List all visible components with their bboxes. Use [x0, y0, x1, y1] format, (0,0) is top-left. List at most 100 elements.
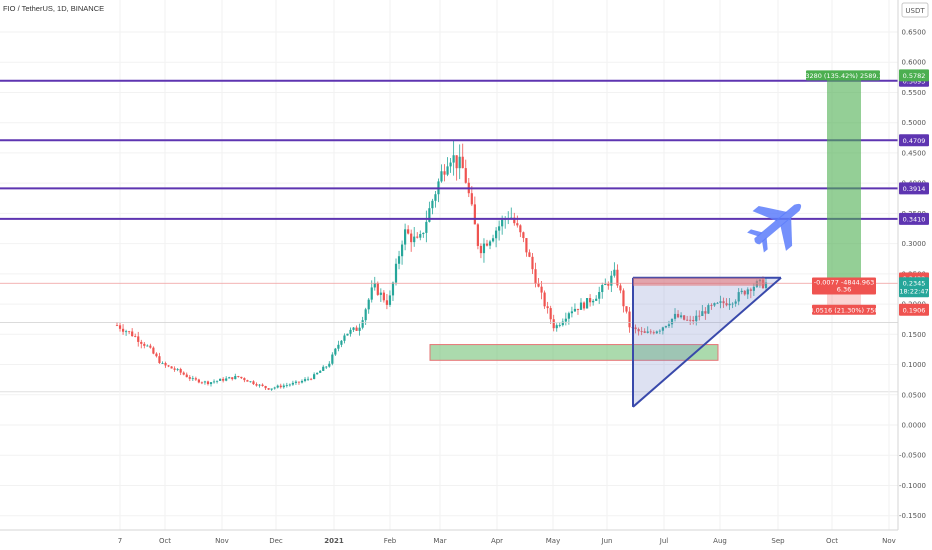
- candle-body: [161, 362, 164, 364]
- candle-body: [349, 329, 352, 334]
- candle-body: [385, 300, 389, 305]
- candle-body: [325, 366, 328, 368]
- candle-body: [446, 166, 449, 175]
- candle-body: [179, 369, 182, 373]
- candle-body: [737, 292, 740, 302]
- candle-body: [176, 369, 179, 370]
- candle-body: [149, 345, 152, 348]
- candle-body: [601, 285, 604, 293]
- support-zone[interactable]: [429, 344, 719, 361]
- triangle-hypotenuse[interactable]: [632, 277, 782, 408]
- candle-body: [570, 311, 574, 314]
- candle-body: [664, 326, 668, 328]
- candle-body: [309, 378, 313, 380]
- candle-body: [652, 332, 655, 334]
- candle-body: [158, 356, 161, 364]
- airplane-tail-bottom: [762, 237, 768, 253]
- candle-body: [449, 162, 452, 167]
- level-price-label: 0.3914: [903, 185, 926, 193]
- candle-body: [152, 347, 155, 354]
- candle-body: [455, 155, 458, 169]
- candle-body: [167, 365, 170, 367]
- candle-body: [494, 230, 498, 239]
- x-tick-label: 7: [118, 537, 122, 545]
- candle-body: [300, 380, 304, 383]
- candle-body: [619, 285, 622, 291]
- candle-body: [155, 353, 158, 357]
- airplane-fuselage: [754, 203, 802, 245]
- level-price-label: 0.4709: [903, 137, 926, 145]
- currency-label: USDT: [905, 7, 925, 15]
- candle-body: [258, 384, 261, 386]
- axis-price-label: 0.1906: [903, 306, 926, 314]
- candle-body: [476, 224, 479, 246]
- candle-body: [525, 238, 528, 253]
- candle-body: [231, 377, 234, 380]
- candle-body: [592, 300, 595, 303]
- candle-body: [746, 289, 749, 295]
- candle-body: [288, 384, 291, 386]
- candle-body: [428, 208, 431, 222]
- candle-body: [643, 331, 646, 333]
- candle-body: [334, 348, 337, 355]
- candle-body: [701, 311, 704, 317]
- y-tick-label: -0.1500: [899, 512, 926, 520]
- candle-body: [498, 226, 501, 231]
- candle-body: [595, 298, 598, 301]
- candle-body: [689, 319, 692, 321]
- candle-body: [134, 336, 137, 337]
- candle-body: [228, 377, 231, 379]
- candle-body: [379, 292, 382, 295]
- candle-body: [419, 234, 422, 238]
- candle-body: [382, 292, 385, 301]
- level-price-tag: [899, 134, 929, 147]
- candle-body: [364, 309, 367, 321]
- candle-body: [667, 324, 671, 327]
- position-entry-text: -0.0077 -4844.963: [814, 279, 875, 287]
- x-tick-label: Oct: [159, 537, 171, 545]
- candle-body: [607, 284, 610, 286]
- airplane-icon[interactable]: [739, 185, 818, 263]
- chart-drawings[interactable]: 0.3280 (135.42%) 2589.13 -0.0077 -4844.96…: [0, 70, 898, 408]
- candle-body: [170, 366, 173, 369]
- candle-body: [355, 327, 358, 331]
- candle-body: [616, 269, 619, 286]
- candle-body: [443, 171, 446, 175]
- axis-price-tag: [899, 303, 929, 316]
- candle-body: [367, 299, 370, 310]
- candle-body: [740, 290, 743, 293]
- candle-body: [313, 374, 316, 379]
- candle-body: [237, 376, 240, 377]
- candle-body: [531, 256, 534, 270]
- candle-body: [613, 269, 616, 276]
- candle-body: [649, 331, 652, 333]
- y-tick-label: 0.6000: [902, 59, 927, 67]
- y-tick-label: 0.1000: [902, 361, 927, 369]
- candle-body: [319, 370, 322, 373]
- candle-body: [579, 302, 583, 310]
- candle-body: [637, 329, 640, 332]
- candle-body: [164, 362, 167, 366]
- candle-body: [118, 325, 122, 329]
- axis-price-label: 0.5782: [903, 72, 926, 80]
- candle-body: [370, 287, 373, 300]
- triangle-top-band: [633, 277, 765, 286]
- candle-body: [576, 308, 580, 310]
- candle-body: [222, 378, 225, 381]
- candle-body: [725, 303, 728, 306]
- candle-body: [410, 233, 413, 243]
- position-entry-box: [812, 277, 876, 295]
- candle-body: [540, 286, 543, 293]
- candle-body: [297, 381, 301, 383]
- candle-body: [191, 378, 194, 380]
- time-axis[interactable]: 7 Oct Nov Dec 2021 Feb Mar Apr May Jun Jul Aug Sep Oc…: [0, 529, 898, 545]
- candle-body: [376, 283, 379, 295]
- currency-tag[interactable]: [901, 2, 929, 18]
- price-axis[interactable]: USDT0.65000.60000.55000.50000.45000.4000…: [897, 0, 932, 550]
- position-target-zone[interactable]: [827, 75, 861, 279]
- y-tick-label: 0.5500: [902, 89, 927, 97]
- candle-body: [713, 303, 716, 306]
- candle-body: [373, 283, 376, 288]
- candle-body: [294, 381, 298, 383]
